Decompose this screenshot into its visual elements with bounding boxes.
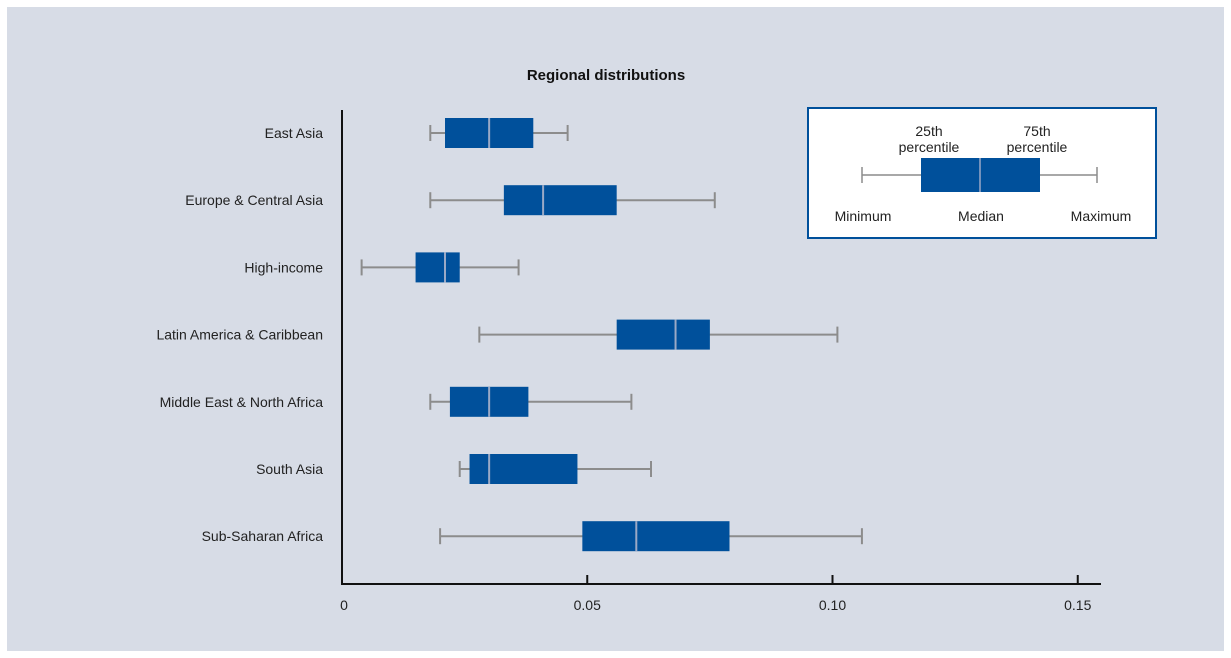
chart-title: Regional distributions <box>527 67 685 84</box>
category-label: Latin America & Caribbean <box>156 327 323 343</box>
legend-min-label: Minimum <box>835 208 892 224</box>
legend-q1-label: 25th <box>915 123 942 139</box>
category-label: East Asia <box>265 125 324 141</box>
iqr-box <box>469 454 578 484</box>
category-label: High-income <box>244 259 323 275</box>
category-label: Sub-Saharan Africa <box>202 528 324 544</box>
iqr-box <box>582 521 730 552</box>
x-tick-label: 0.15 <box>1064 597 1091 613</box>
legend-median-label: Median <box>958 208 1004 224</box>
legend-q3-label: 75th <box>1023 123 1050 139</box>
category-label: Europe & Central Asia <box>185 192 323 208</box>
legend-max-label: Maximum <box>1071 208 1132 224</box>
x-tick-label: 0 <box>340 597 348 613</box>
category-label: South Asia <box>256 461 323 477</box>
category-label: Middle East & North Africa <box>160 394 324 410</box>
legend-q1-label: percentile <box>899 139 960 155</box>
iqr-box <box>503 185 617 216</box>
chart-panel: Regional distributions 0 0.05 0.10 0.15 East … <box>7 7 1224 651</box>
iqr-box <box>616 319 710 350</box>
boxplot-chart: Regional distributions 0 0.05 0.10 0.15 East … <box>156 67 1157 613</box>
x-tick-label: 0.05 <box>574 597 601 613</box>
x-tick-label: 0.10 <box>819 597 846 613</box>
iqr-box <box>415 252 460 283</box>
legend-q3-label: percentile <box>1007 139 1068 155</box>
